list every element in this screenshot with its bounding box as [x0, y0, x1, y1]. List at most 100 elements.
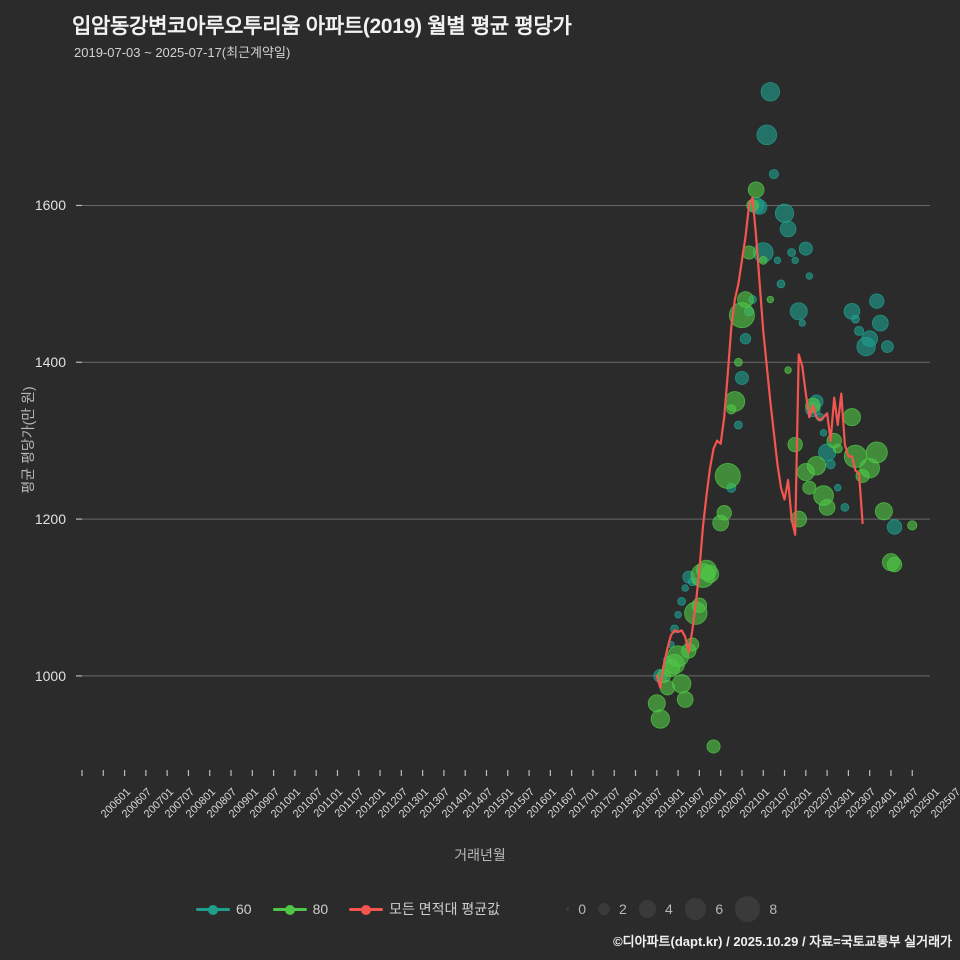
- scatter-point: [681, 643, 697, 659]
- scatter-point: [819, 429, 828, 437]
- scatter-point: [742, 245, 757, 260]
- y-axis-title: 평균 평당가(만 원): [20, 386, 36, 494]
- scatter-point: [756, 124, 778, 146]
- size-legend-item: 4: [638, 900, 673, 918]
- scatter-point: [872, 314, 889, 332]
- scatter-point: [664, 653, 685, 675]
- average-line: [655, 196, 864, 689]
- legend-series-group: 60 80 모든 면적대 평균값: [196, 893, 514, 925]
- scatter-point: [663, 655, 672, 665]
- size-legend-item: 6: [684, 898, 723, 920]
- scatter-point: [752, 199, 768, 215]
- scatter-point: [774, 203, 795, 223]
- scatter-point: [881, 553, 900, 572]
- scatter-point: [706, 739, 721, 754]
- scatter-point: [843, 302, 861, 320]
- scatter-point: [656, 668, 671, 683]
- x-axis-title: 거래년월: [454, 847, 506, 863]
- scatter-point: [647, 694, 666, 713]
- scatter-point: [690, 563, 716, 588]
- scatter-point: [874, 502, 893, 521]
- scatter-point: [653, 668, 668, 683]
- legend-item[interactable]: 80: [272, 901, 329, 917]
- scatter-point: [826, 433, 842, 449]
- scatter-point: [813, 485, 834, 506]
- scatter-point: [805, 397, 821, 414]
- scatter-point: [806, 456, 827, 476]
- scatter-point: [768, 169, 779, 180]
- size-legend-label: 4: [664, 901, 673, 917]
- size-legend-dot-icon: [684, 898, 707, 920]
- scatter-point: [667, 640, 675, 649]
- scatter-point: [737, 291, 754, 308]
- scatter-point: [776, 279, 786, 289]
- scatter-point: [886, 519, 903, 535]
- footer-credit: ©디아파트(dapt.kr) / 2025.10.29 / 자료=국토교통부 실…: [613, 934, 952, 949]
- scatter-point: [805, 401, 821, 417]
- scatter-point: [798, 319, 806, 327]
- scatter-point: [684, 601, 708, 625]
- scatter-point: [674, 611, 682, 619]
- scatter-point: [744, 306, 755, 317]
- scatter-point: [696, 559, 717, 581]
- scatter-point: [796, 463, 815, 482]
- size-legend-item: 8: [735, 896, 777, 922]
- scatter-point: [787, 248, 796, 257]
- scatter-point: [840, 502, 850, 512]
- legend-label: 60: [236, 901, 252, 917]
- scatter-point: [662, 659, 680, 678]
- scatter-point: [685, 637, 700, 652]
- scatter-point: [789, 302, 808, 321]
- scatter-point: [779, 220, 797, 238]
- scatter-point: [650, 709, 670, 729]
- scatter-point: [791, 256, 799, 265]
- size-legend-dot-icon: [735, 896, 761, 922]
- scatter-point: [712, 514, 729, 532]
- scatter-point: [805, 272, 814, 280]
- size-legend-label: 0: [578, 901, 586, 917]
- scatter-point: [907, 520, 918, 531]
- scatter-point: [854, 325, 865, 336]
- size-legend-dot-icon: [638, 900, 656, 918]
- scatter-point: [701, 564, 719, 583]
- size-legend-dot-icon: [597, 903, 610, 915]
- scatter-point: [667, 645, 690, 668]
- scatter-point: [682, 570, 696, 584]
- legend-item[interactable]: 60: [196, 901, 252, 917]
- legend-size-group: 0 2 4 6 8: [566, 893, 789, 925]
- scatter-point: [766, 295, 775, 304]
- size-legend-dot-icon: [566, 907, 570, 911]
- scatter-point: [843, 444, 868, 468]
- legend-label: 80: [312, 901, 329, 917]
- legend-item[interactable]: 모든 면적대 평균값: [349, 899, 500, 919]
- scatter-point: [818, 499, 836, 516]
- size-legend-label: 2: [618, 901, 627, 917]
- scatter-point: [734, 420, 743, 430]
- scatter-point: [716, 505, 732, 521]
- scatter-point: [790, 510, 808, 528]
- scatter-point: [687, 577, 697, 587]
- legend-marker-icon: [196, 903, 230, 915]
- scatter-point: [726, 482, 737, 493]
- scatter-point: [676, 691, 694, 708]
- scatter-point: [834, 484, 842, 492]
- scatter-point: [739, 333, 752, 345]
- y-tick-label: 1600: [34, 197, 66, 214]
- scatter-point: [671, 674, 692, 694]
- scatter-point: [747, 181, 765, 199]
- scatter-point: [681, 584, 689, 592]
- scatter-point: [802, 480, 817, 495]
- scatter-point: [798, 241, 813, 256]
- scatter-point: [677, 597, 686, 606]
- scatter-point: [724, 391, 746, 412]
- scatter-point: [842, 408, 861, 427]
- scatter-point: [752, 242, 774, 263]
- scatter-point: [734, 370, 749, 385]
- size-legend-item: 2: [597, 901, 627, 917]
- legend-marker-icon: [272, 903, 307, 915]
- chart-legend: 60 80 모든 면적대 평균값 0 2 4 6 8: [0, 893, 960, 925]
- scatter-point: [865, 441, 888, 464]
- scatter-point: [692, 578, 700, 586]
- scatter-point: [809, 394, 824, 409]
- y-tick-label: 1000: [34, 667, 66, 684]
